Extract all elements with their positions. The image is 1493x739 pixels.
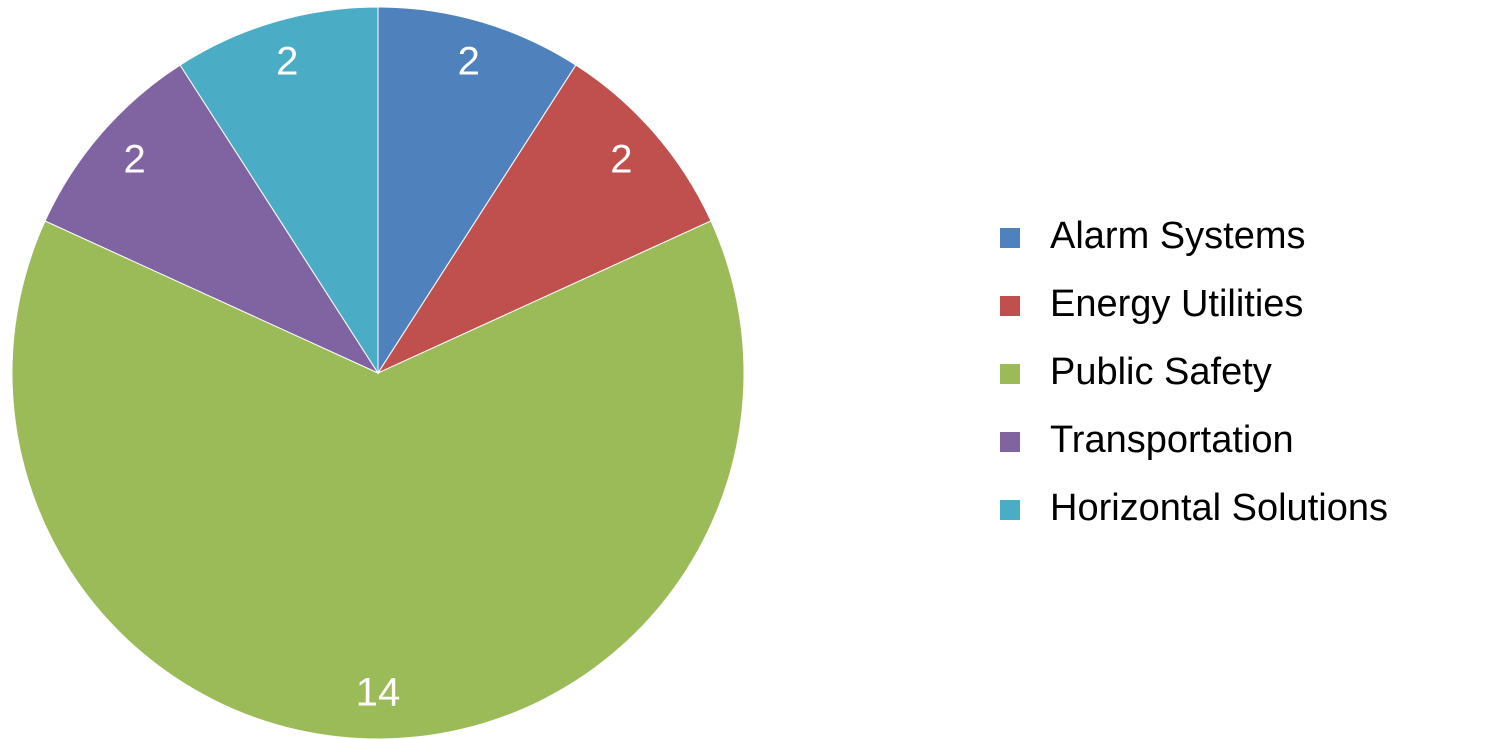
legend-label: Alarm Systems bbox=[1050, 215, 1305, 257]
legend-swatch bbox=[1000, 432, 1020, 452]
legend-swatch bbox=[1000, 228, 1020, 248]
legend-label: Public Safety bbox=[1050, 351, 1272, 393]
legend-swatch bbox=[1000, 296, 1020, 316]
data-label: 2 bbox=[276, 40, 298, 84]
legend-label: Energy Utilities bbox=[1050, 283, 1303, 325]
legend-swatch bbox=[1000, 364, 1020, 384]
data-label: 14 bbox=[356, 671, 401, 715]
pie-slice bbox=[377, 6, 577, 375]
pie-slice bbox=[376, 64, 712, 375]
legend-swatch bbox=[1000, 500, 1020, 520]
data-label: 2 bbox=[124, 138, 146, 182]
data-label: 2 bbox=[610, 138, 632, 182]
pie-slice bbox=[44, 64, 380, 375]
pie-slice bbox=[11, 220, 745, 739]
legend-label: Horizontal Solutions bbox=[1050, 487, 1388, 529]
legend-label: Transportation bbox=[1050, 419, 1294, 461]
data-label: 2 bbox=[458, 40, 480, 84]
pie-slice bbox=[179, 6, 379, 375]
